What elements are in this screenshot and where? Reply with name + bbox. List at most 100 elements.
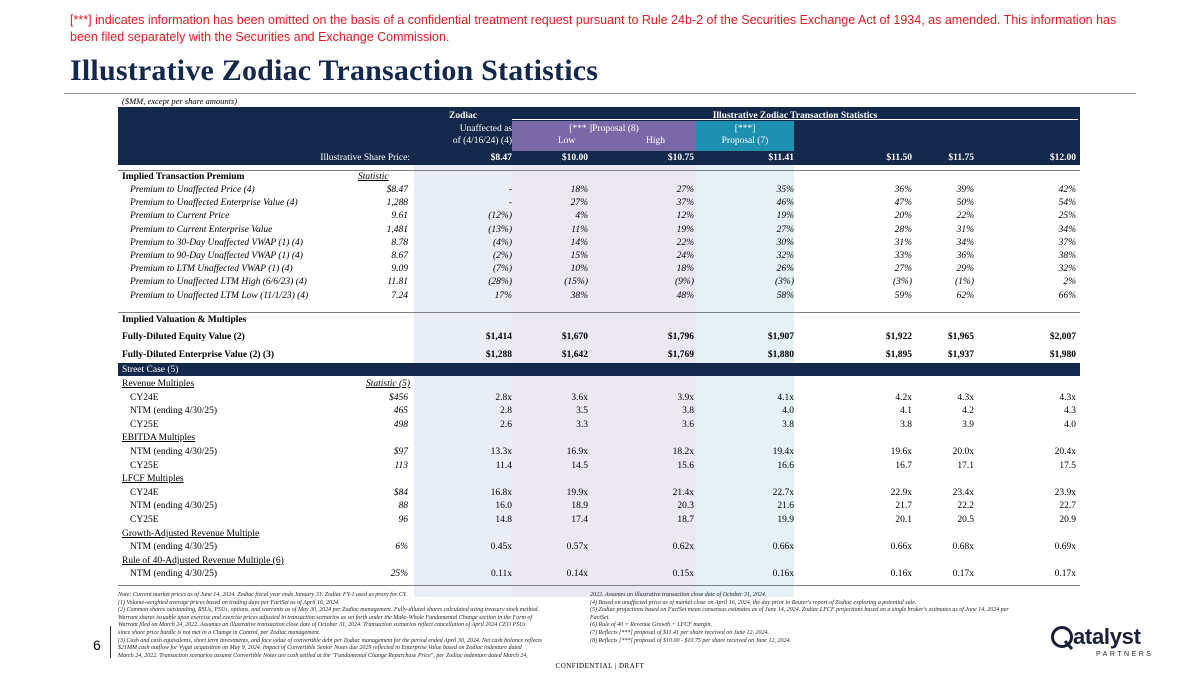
street-row-val: 23.4x xyxy=(952,487,974,498)
premium-row-val: 27% xyxy=(570,198,588,209)
premium-row-val: 19% xyxy=(676,224,694,235)
valuation-section-title: Implied Valuation & Multiples xyxy=(122,315,247,325)
street-row-val: 3.3 xyxy=(576,419,588,430)
street-row-val: 0.69x xyxy=(1054,542,1076,553)
premium-row-val: (28%) xyxy=(488,277,512,288)
street-row-val: 3.8 xyxy=(682,406,694,417)
footnotes-left: Note: Current market prices as of June 1… xyxy=(118,592,588,660)
header-price-2: $10.75 xyxy=(667,153,694,163)
header-unaffected-line2: of (4/16/24) (4) xyxy=(452,136,512,146)
street-row-val: 4.0 xyxy=(782,406,794,417)
street-row-val: 0.15x xyxy=(672,569,694,580)
valuation-row-val-3: $1,907 xyxy=(767,332,794,342)
valuation-row-val-1: $1,642 xyxy=(561,350,588,360)
table-bottom-rule xyxy=(118,585,1080,586)
street-row-label: NTM (ending 4/30/25) xyxy=(130,501,218,512)
premium-row-val: 36% xyxy=(894,185,912,195)
street-row-val: 4.3 xyxy=(1064,406,1076,417)
premium-row-val: (7%) xyxy=(493,264,512,275)
street-row-val: 22.7 xyxy=(1059,501,1076,512)
valuation-row-val-5: $1,965 xyxy=(947,332,974,342)
page-number: 6 xyxy=(93,637,101,653)
street-row-val: 0.17x xyxy=(1054,569,1076,580)
header-group-underline xyxy=(512,119,1078,120)
zodiac-column-shade xyxy=(414,165,512,597)
street-row-val: 3.5 xyxy=(576,406,588,417)
premium-row-val: 28% xyxy=(894,224,912,235)
street-row-val: 4.1 xyxy=(900,406,912,417)
street-row-val: 3.9 xyxy=(962,419,974,430)
page-title: Illustrative Zodiac Transaction Statisti… xyxy=(70,54,599,87)
valuation-row-val-4: $1,922 xyxy=(885,332,912,342)
street-row-val: 4.0 xyxy=(1064,419,1076,430)
premium-row-val: (12%) xyxy=(488,211,512,222)
valuation-row-val-6: $1,980 xyxy=(1049,350,1076,360)
street-row-val: 20.5 xyxy=(957,515,974,525)
street-row-val: 11.4 xyxy=(495,460,512,471)
street-group-title: Rule of 40-Adjusted Revenue Multiple (6) xyxy=(122,555,284,566)
header-price-3: $11.41 xyxy=(768,153,794,163)
premium-row-val: 18% xyxy=(570,185,588,195)
street-row-label: CY25E xyxy=(130,515,159,525)
premium-row-val: 42% xyxy=(1058,185,1076,195)
footnote-right-line: (8) Reflects [***] proposal of $10.00 - … xyxy=(590,637,791,644)
header-high: High xyxy=(646,136,665,146)
premium-row-val: 17% xyxy=(494,290,512,301)
premium-row-val: (15%) xyxy=(564,277,588,288)
street-row-val: 20.4x xyxy=(1054,447,1076,457)
premium-row-val: 24% xyxy=(676,251,694,261)
street-row-val: 15.6 xyxy=(677,460,694,471)
street-row-val: 3.6 xyxy=(682,419,694,430)
street-row-stat: 96 xyxy=(398,515,409,525)
proposal8-column-shade xyxy=(512,165,696,597)
premium-row-val: 31% xyxy=(956,224,974,235)
footnote-left-line: Note: Current market prices as of June 1… xyxy=(118,592,408,598)
street-row-stat: 498 xyxy=(393,419,408,430)
premium-row-val: 2% xyxy=(1063,277,1076,288)
premium-row-val: 38% xyxy=(1058,251,1076,261)
street-row-label: CY24E xyxy=(130,487,159,498)
premium-stat-label: Statistic xyxy=(358,172,389,182)
footnote-right-line: (6) Rule of 40 = Revenue Growth + LFCF m… xyxy=(590,622,712,629)
street-row-val: 21.7 xyxy=(895,501,912,512)
valuation-row-val-6: $2,007 xyxy=(1049,332,1076,342)
premium-row-val: 37% xyxy=(1058,237,1076,248)
footnote-left-line: (3) Cash and cash equivalents, short ter… xyxy=(118,637,543,644)
header-price-1: $10.00 xyxy=(561,153,588,163)
premium-row-val: 14% xyxy=(570,237,588,248)
proposal7-column-shade xyxy=(696,165,794,597)
premium-section-title: Implied Transaction Premium xyxy=(122,172,245,182)
premium-row-val: 26% xyxy=(776,264,794,275)
street-row-stat: 25% xyxy=(390,569,408,580)
premium-row-val: 47% xyxy=(894,198,912,209)
premium-row-val: 30% xyxy=(776,237,794,248)
street-row-val: 0.66x xyxy=(890,542,912,553)
premium-row-val: 27% xyxy=(676,185,694,195)
premium-row-val: 48% xyxy=(676,290,694,301)
street-row-val: 20.1 xyxy=(895,515,912,525)
footnote-right-line: (4) Based on unaffected price as of mark… xyxy=(590,599,917,606)
street-row-label: CY25E xyxy=(130,419,159,430)
premium-row-val: 11% xyxy=(571,224,588,235)
valuation-row-label: Fully-Diluted Equity Value (2) xyxy=(122,332,245,342)
street-row-stat: 6% xyxy=(395,542,408,553)
street-row-val: 16.8x xyxy=(490,487,512,498)
valuation-row-val-2: $1,769 xyxy=(667,350,694,360)
street-row-val: 20.9 xyxy=(1059,515,1076,525)
header-proposal8-cell xyxy=(512,121,696,151)
street-row-val: 18.2x xyxy=(672,447,694,457)
street-row-val: 14.5 xyxy=(571,460,588,471)
premium-row-val: 20% xyxy=(894,211,912,222)
footnote-left-line: since share price hurdle is not met in a… xyxy=(118,629,321,636)
footnote-left-line: Warrant filed on March 24, 2022. Assumes… xyxy=(118,622,526,629)
street-row-val: 19.4x xyxy=(772,447,794,457)
valuation-row-val-2: $1,796 xyxy=(667,332,694,342)
street-row-val: 3.9x xyxy=(677,392,694,403)
premium-row-stat: 9.61 xyxy=(391,211,408,222)
street-row-val: 19.9 xyxy=(777,515,794,525)
header-price-6: $12.00 xyxy=(1049,153,1076,163)
street-row-val: 18.7 xyxy=(677,515,694,525)
premium-row-label: Premium to Unaffected LTM Low (11/1/23) … xyxy=(130,290,309,301)
street-row-stat: $97 xyxy=(393,447,408,457)
premium-row-stat: 9.09 xyxy=(391,264,408,275)
